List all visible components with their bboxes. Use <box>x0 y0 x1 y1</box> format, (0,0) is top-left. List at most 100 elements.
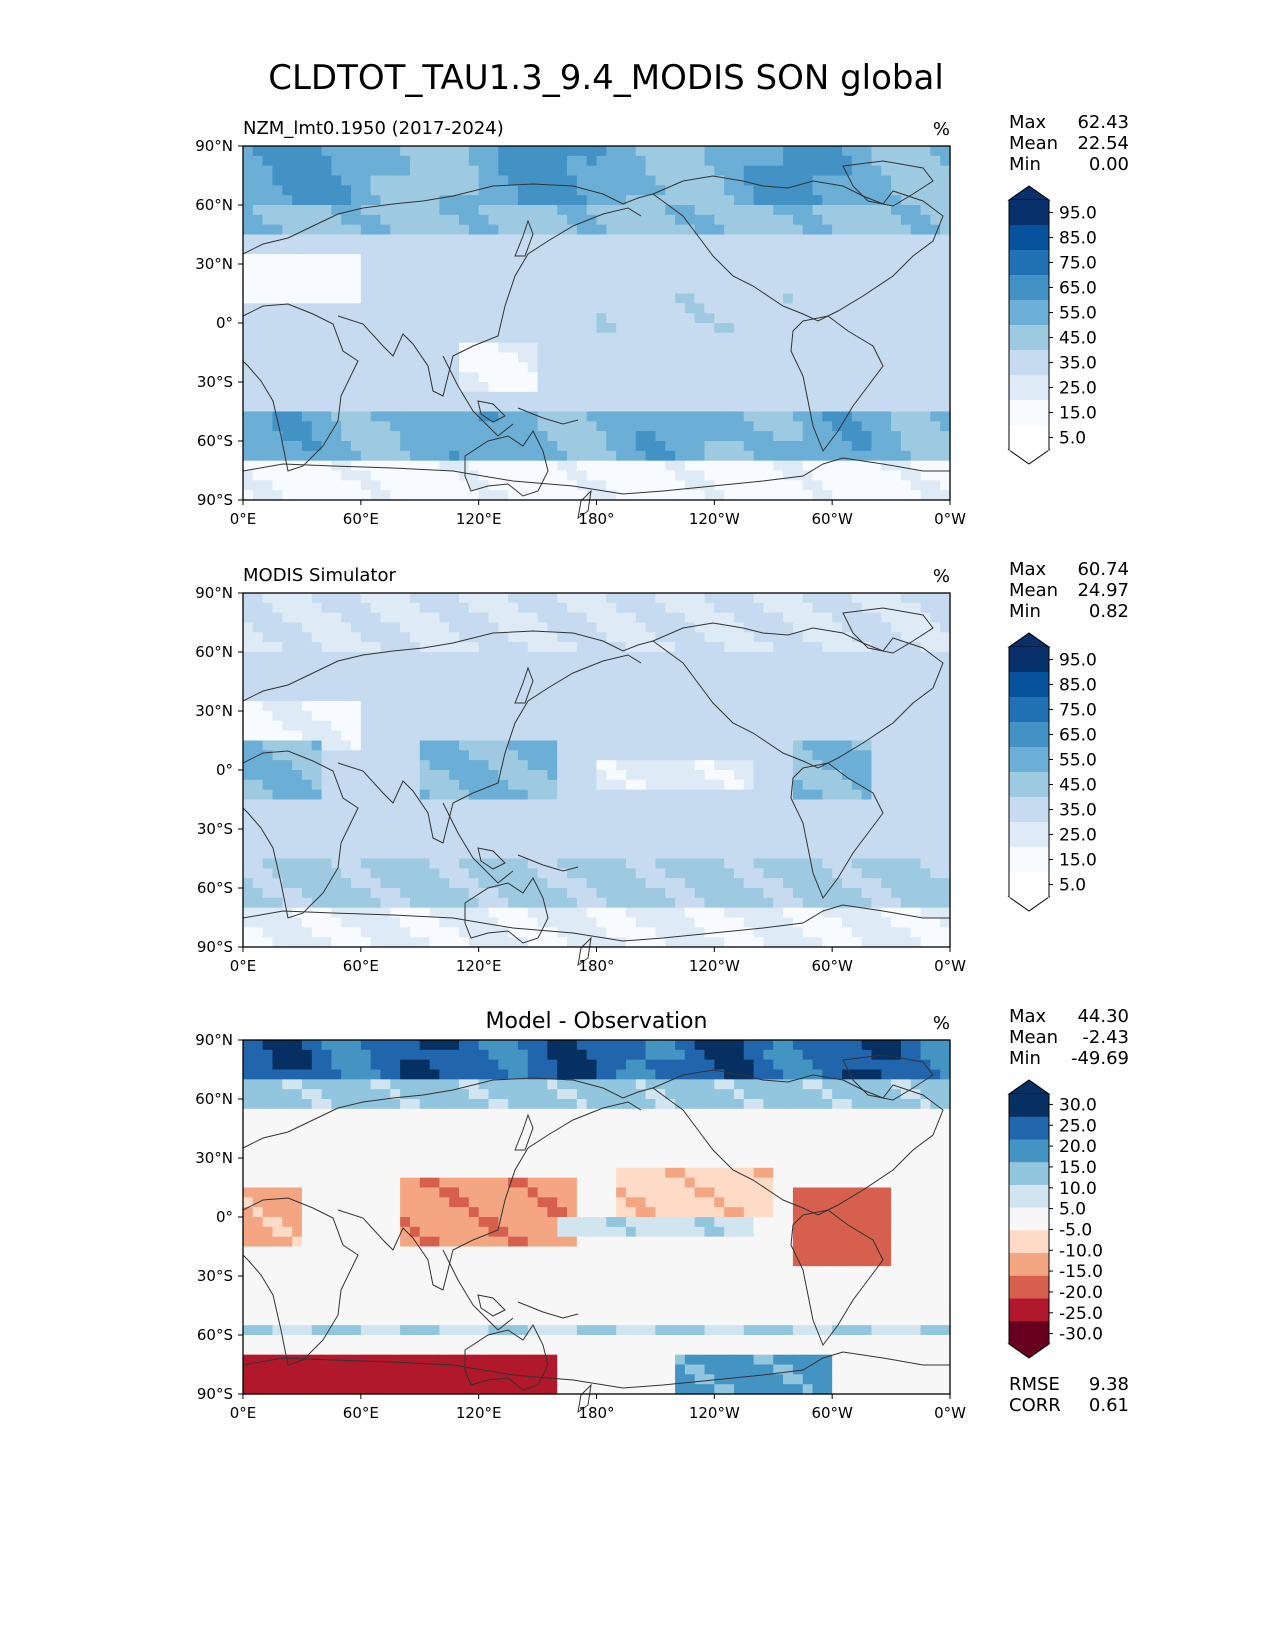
heatmap-cell <box>311 789 323 801</box>
heatmap-cell <box>930 244 941 255</box>
heatmap-cell <box>763 391 774 403</box>
heatmap-cell <box>851 691 863 702</box>
heatmap-cell <box>616 809 627 820</box>
heatmap-cell <box>920 779 931 791</box>
heatmap-cell <box>665 372 676 383</box>
heatmap-cell <box>380 490 391 501</box>
heatmap-cell <box>841 441 853 452</box>
heatmap-cell <box>576 372 588 383</box>
heatmap-cell <box>851 720 863 732</box>
heatmap-cell <box>812 391 823 403</box>
heatmap-cell <box>390 740 401 751</box>
heatmap-cell <box>841 701 853 712</box>
heatmap-cell <box>802 362 814 373</box>
heatmap-cell <box>567 401 578 413</box>
heatmap-cell <box>675 691 686 702</box>
heatmap-cell <box>449 858 460 869</box>
heatmap-cell <box>537 382 548 393</box>
heatmap-cell <box>783 175 794 186</box>
heatmap-cell <box>311 622 323 633</box>
heatmap-cell <box>508 671 519 683</box>
heatmap-cell <box>360 391 372 403</box>
heatmap-cell <box>252 661 264 673</box>
heatmap-cell <box>360 332 372 344</box>
heatmap-cell <box>684 332 696 344</box>
heatmap-cell <box>517 691 529 702</box>
heatmap-cell <box>861 273 873 285</box>
heatmap-cell <box>910 470 922 481</box>
heatmap-cell <box>537 293 548 304</box>
heatmap-cell <box>861 701 873 712</box>
heatmap-cell <box>380 323 391 334</box>
heatmap-cell <box>449 593 460 604</box>
heatmap-cell <box>370 313 382 324</box>
heatmap-cell <box>341 888 352 899</box>
heatmap-cell <box>792 632 804 643</box>
heatmap-cell <box>704 185 715 196</box>
heatmap-cell <box>400 352 411 363</box>
heatmap-cell <box>841 789 853 801</box>
heatmap-cell <box>341 165 352 177</box>
heatmap-cell <box>508 293 519 304</box>
heatmap-cell <box>498 819 509 830</box>
heatmap-cell <box>655 711 666 722</box>
heatmap-cell <box>586 652 598 663</box>
heatmap-cell <box>851 642 863 653</box>
heatmap-cell <box>792 622 804 633</box>
heatmap-cell <box>321 632 332 643</box>
heatmap-cell <box>537 155 548 167</box>
heatmap-cell <box>675 332 686 344</box>
heatmap-cell <box>370 303 382 314</box>
heatmap-cell <box>792 460 804 472</box>
heatmap-cell <box>832 352 843 363</box>
heatmap-cell <box>910 602 922 614</box>
heatmap-cell <box>557 652 568 663</box>
heatmap-cell <box>262 352 274 363</box>
heatmap-cell <box>360 740 372 751</box>
heatmap-cell <box>861 205 873 216</box>
heatmap-cell <box>449 185 460 196</box>
heatmap-cell <box>586 293 598 304</box>
heatmap-cell <box>832 411 843 422</box>
heatmap-cell <box>900 642 912 653</box>
heatmap-cell <box>567 602 578 614</box>
heatmap-cell <box>694 293 706 304</box>
heatmap-cell <box>930 661 941 673</box>
heatmap-cell <box>841 740 853 751</box>
heatmap-cell <box>419 234 431 245</box>
heatmap-cell <box>262 342 274 354</box>
heatmap-cell <box>724 829 735 840</box>
heatmap-cell <box>675 701 686 712</box>
heatmap-cell <box>380 888 391 899</box>
heatmap-cell <box>910 382 922 393</box>
heatmap-cell <box>331 750 342 761</box>
heatmap-cell <box>665 362 676 373</box>
heatmap-cell <box>812 681 823 692</box>
heatmap-cell <box>331 711 342 722</box>
heatmap-cell <box>439 691 450 702</box>
heatmap-cell <box>449 661 460 673</box>
heatmap-cell <box>331 593 342 604</box>
heatmap-cell <box>616 382 627 393</box>
heatmap-cell <box>390 273 401 285</box>
heatmap-cell <box>252 878 264 889</box>
heatmap-cell <box>419 809 431 820</box>
heatmap-cell <box>517 789 529 801</box>
heatmap-cell <box>832 701 843 712</box>
heatmap-cell <box>262 612 274 624</box>
heatmap-cell <box>940 362 951 373</box>
heatmap-cell <box>684 205 696 216</box>
heatmap-cell <box>940 809 951 820</box>
heatmap-cell <box>429 273 440 285</box>
heatmap-cell <box>449 740 460 751</box>
heatmap-cell <box>272 431 283 442</box>
heatmap-cell <box>665 878 676 889</box>
heatmap-cell <box>910 740 922 751</box>
heatmap-cell <box>557 165 568 177</box>
heatmap-cell <box>675 593 686 604</box>
heatmap-cell <box>841 652 853 663</box>
heatmap-cell <box>292 441 303 452</box>
figure-title: CLDTOT_TAU1.3_9.4_MODIS SON global <box>268 58 944 98</box>
heatmap-cell <box>282 691 293 702</box>
heatmap-cell <box>586 411 598 422</box>
